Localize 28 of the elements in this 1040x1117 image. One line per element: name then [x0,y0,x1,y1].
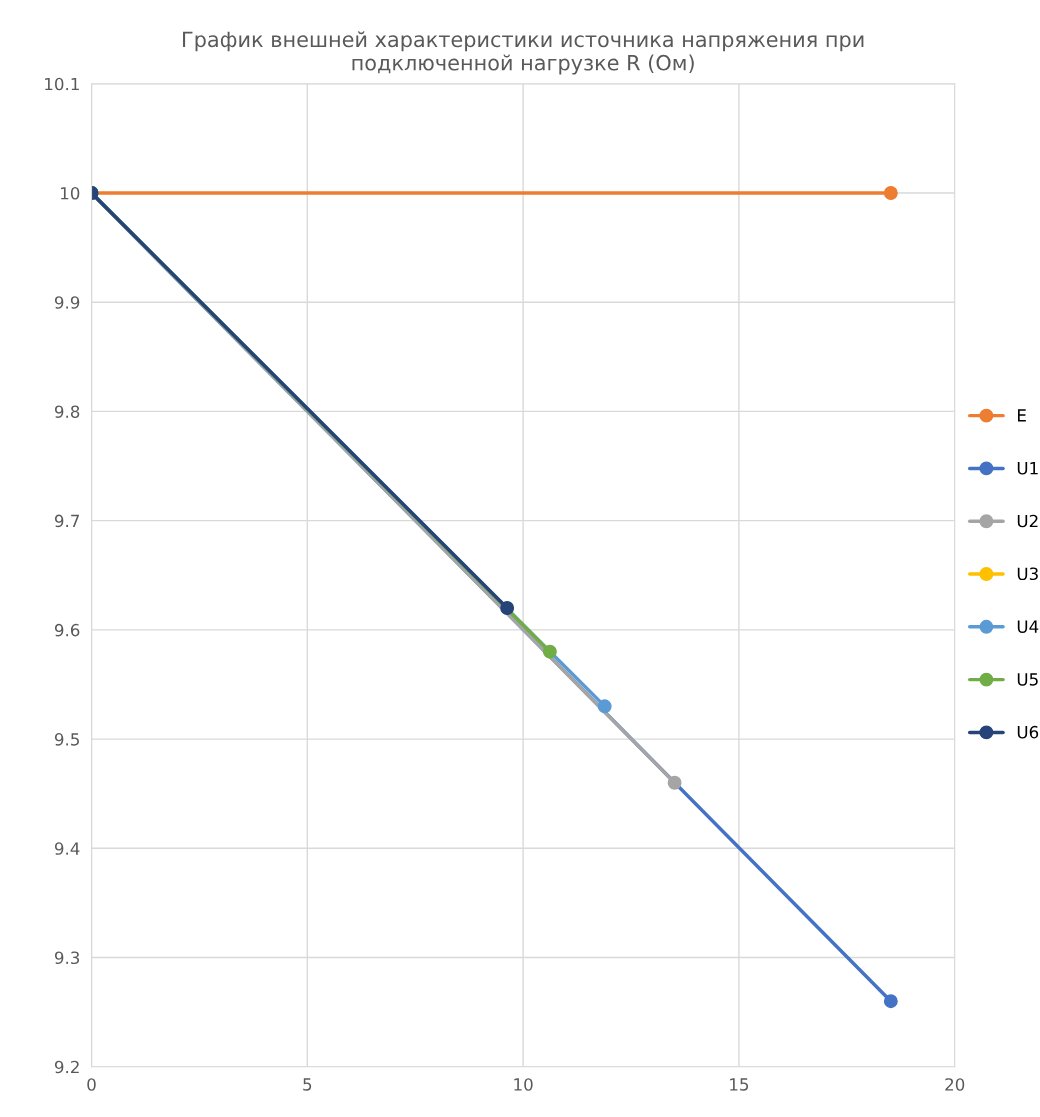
y-tick-label: 9.3 [54,951,80,965]
point [883,186,898,200]
y-tick-label: 10 [61,186,80,200]
x-tick-label: 20 [945,1078,965,1091]
x-tick-label: 5 [303,1078,312,1091]
chart-title: График внешней характеристики источника напряжения при подключенной нагрузке R (Ом) [183,31,864,75]
x-tick-label: 0 [87,1078,96,1091]
point [883,994,898,1009]
y-tick-label: 9.5 [54,733,79,746]
point [667,775,682,790]
legend-label: E [1018,409,1026,422]
y-tick-label: 10.1 [45,77,79,91]
x-tick-label: 15 [730,1078,749,1091]
point [597,699,612,714]
legend-label: U6 [1017,725,1039,739]
y-tick-label: 9.8 [54,405,80,418]
y-tick-label: 9.2 [54,1060,79,1074]
y-tick-label: 9.6 [54,623,80,637]
point [500,601,515,615]
y-tick-label: 9.7 [54,514,79,528]
legend-label: U2 [1017,514,1038,528]
y-tick-label: 9.9 [54,296,80,309]
legend-label: U3 [1017,567,1038,581]
legend-label: U1 [1017,462,1038,475]
legend-label: U4 [1017,620,1039,633]
x-tick-label: 10 [514,1078,533,1091]
y-tick-label: 9.4 [54,842,80,855]
legend-label: U5 [1017,673,1038,686]
